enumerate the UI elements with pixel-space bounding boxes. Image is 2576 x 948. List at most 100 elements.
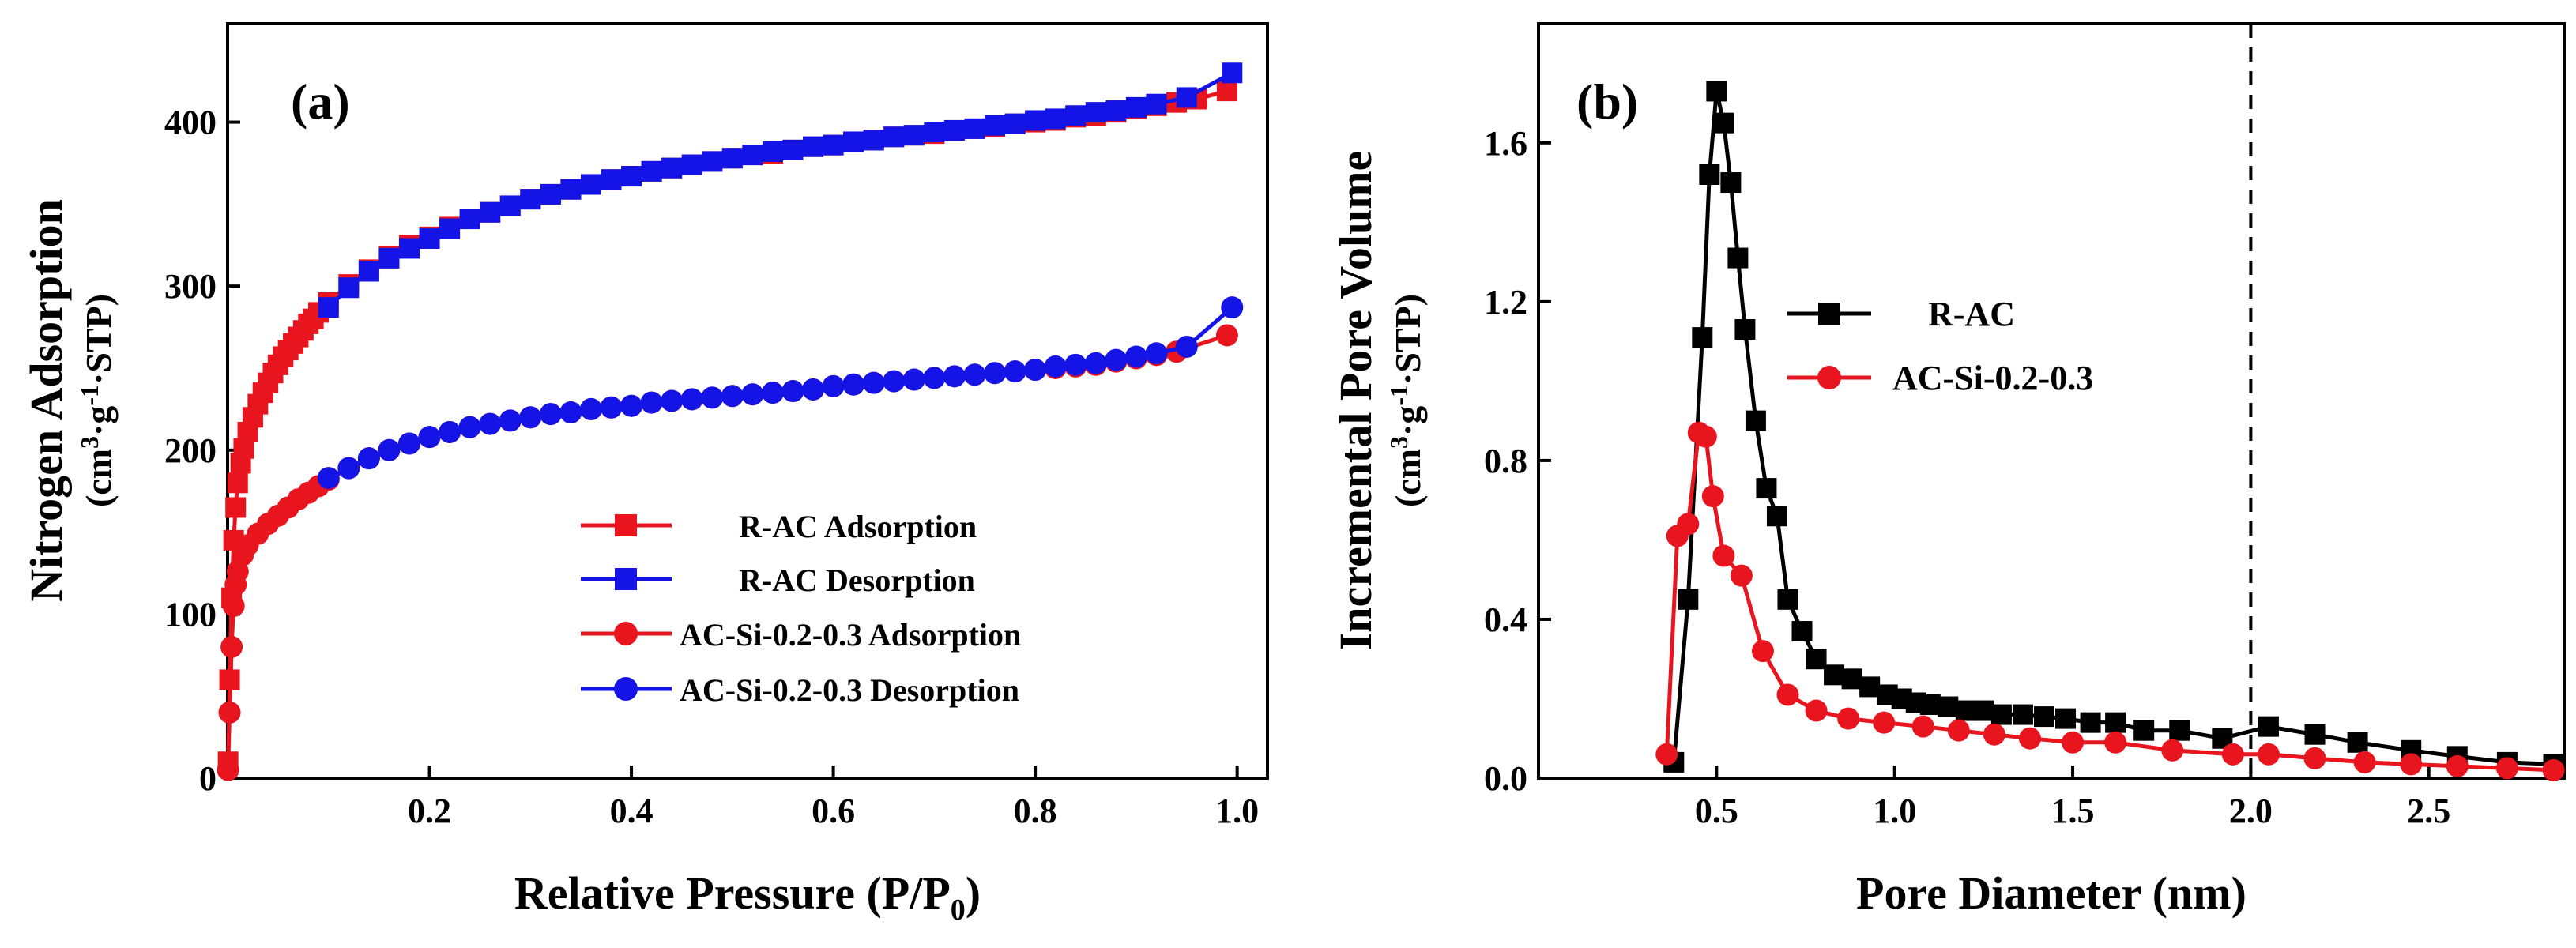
panel-b-x-axis-title: Pore Diameter (nm) <box>1856 867 2246 919</box>
data-point-ac-si-0-2-0-3-desorption <box>418 426 441 449</box>
data-point-r-ac <box>2012 704 2033 725</box>
panel-a-plot-frame <box>226 22 1269 780</box>
data-point-ac-si-0-2-0-3-adsorption <box>218 701 241 724</box>
panel-a-y-tick-label: 100 <box>164 595 217 634</box>
data-point-ac-si-0-2-0-3 <box>1751 640 1774 663</box>
data-point-ac-si-0-2-0-3 <box>1655 743 1678 766</box>
data-point-r-ac-desorption <box>843 131 864 152</box>
data-point-ac-si-0-2-0-3-desorption <box>640 391 663 414</box>
data-point-r-ac <box>2133 720 2155 741</box>
data-point-ac-si-0-2-0-3 <box>1873 711 1896 734</box>
data-point-r-ac-desorption <box>1045 108 1066 130</box>
panel-b-y-tick-label: 1.6 <box>1484 124 1527 163</box>
data-point-ac-si-0-2-0-3-desorption <box>337 457 360 480</box>
data-point-ac-si-0-2-0-3 <box>2161 739 2184 762</box>
data-point-r-ac <box>1791 621 1813 642</box>
data-point-ac-si-0-2-0-3 <box>1677 513 1700 536</box>
data-point-r-ac <box>1973 700 1994 721</box>
data-point-ac-si-0-2-0-3-desorption <box>479 412 502 435</box>
data-point-ac-si-0-2-0-3-desorption <box>963 363 986 386</box>
panel-a-label: (a) <box>291 73 350 130</box>
data-point-ac-si-0-2-0-3 <box>2542 758 2565 781</box>
data-point-ac-si-0-2-0-3-desorption <box>721 385 744 408</box>
data-point-ac-si-0-2-0-3-desorption <box>439 420 461 443</box>
data-point-ac-si-0-2-0-3-desorption <box>1221 296 1244 319</box>
data-point-ac-si-0-2-0-3-desorption <box>499 409 522 432</box>
data-point-r-ac-desorption <box>398 238 420 259</box>
data-point-ac-si-0-2-0-3 <box>1805 699 1828 722</box>
data-point-r-ac-desorption <box>681 154 702 175</box>
data-point-r-ac-desorption <box>721 148 743 169</box>
series-r-ac <box>1663 81 2564 775</box>
data-point-r-ac <box>1824 664 1845 686</box>
data-point-r-ac <box>2033 706 2054 728</box>
panel-b-series <box>1655 81 2565 781</box>
legend-entry-r-ac-adsorption: R-AC Adsorption <box>581 509 977 544</box>
panel-b-pore-size-chart: 0.5 1.0 1.5 2.0 2.5 0.0 0.4 0.8 1.2 1.6 (b) R-AC… <box>1330 22 2566 919</box>
panel-a-y-tick-label: 400 <box>164 103 217 142</box>
data-point-ac-si-0-2-0-3 <box>1701 485 1724 508</box>
data-point-r-ac-desorption <box>803 136 824 157</box>
data-point-r-ac <box>1734 319 1756 340</box>
panel-b-x-ticks: 0.5 1.0 1.5 2.0 2.5 <box>1695 766 2450 830</box>
data-point-r-ac-desorption <box>823 134 844 156</box>
data-point-r-ac-desorption <box>1105 100 1127 122</box>
data-point-ac-si-0-2-0-3-adsorption <box>217 758 239 781</box>
series-line-r-ac-adsorption <box>226 88 1228 762</box>
data-point-ac-si-0-2-0-3-desorption <box>539 403 562 426</box>
data-point-ac-si-0-2-0-3 <box>1911 715 1934 738</box>
panel-a-y-tick-label: 0 <box>199 759 217 798</box>
legend-marker-ac-si <box>1817 366 1841 389</box>
data-point-r-ac <box>1777 589 1798 610</box>
data-point-r-ac <box>1699 164 1720 185</box>
data-point-r-ac-desorption <box>520 189 541 210</box>
series-line-ac-si-0-2-0-3 <box>1664 431 2554 773</box>
legend-entry-ac-si-adsorption: AC-Si-0.2-0.3 Adsorption <box>581 617 1021 653</box>
data-point-ac-si-0-2-0-3-desorption <box>1124 345 1147 368</box>
data-point-r-ac <box>1955 700 1976 721</box>
data-point-r-ac-desorption <box>580 174 601 195</box>
panel-b-y-axis-unit: (cm3·g-1·STP) <box>1384 294 1428 507</box>
data-point-ac-si-0-2-0-3 <box>1694 425 1717 448</box>
legend-marker-r-ac-desorption <box>615 568 637 590</box>
series-r-ac-desorption <box>318 62 1243 318</box>
data-point-r-ac <box>2055 708 2077 729</box>
data-point-ac-si-0-2-0-3-desorption <box>1145 342 1168 365</box>
data-point-ac-si-0-2-0-3-desorption <box>802 378 825 401</box>
panel-b-plot-frame <box>1537 22 2566 780</box>
data-point-ac-si-0-2-0-3-desorption <box>781 380 804 403</box>
data-point-ac-si-0-2-0-3-desorption <box>661 389 684 412</box>
legend-entry-ac-si: AC-Si-0.2-0.3 <box>1787 359 2093 397</box>
legend-marker-r-ac <box>1818 303 1840 325</box>
data-point-r-ac-desorption <box>459 209 480 230</box>
panel-a-x-ticks: 0.2 0.4 0.6 0.8 1.0 <box>408 766 1259 830</box>
data-point-r-ac-desorption <box>924 122 945 143</box>
data-point-r-ac-desorption <box>782 139 804 160</box>
data-point-r-ac <box>1727 247 1749 269</box>
data-point-r-ac <box>1766 506 1787 527</box>
data-point-ac-si-0-2-0-3-desorption <box>357 447 380 470</box>
data-point-ac-si-0-2-0-3 <box>2400 753 2423 776</box>
data-point-ac-si-0-2-0-3-desorption <box>943 365 966 388</box>
data-point-ac-si-0-2-0-3-desorption <box>620 394 643 417</box>
data-point-r-ac-desorption <box>338 277 360 299</box>
data-point-r-ac-desorption <box>762 141 783 162</box>
data-point-r-ac-desorption <box>641 160 662 182</box>
data-point-ac-si-0-2-0-3-desorption <box>1175 335 1198 358</box>
panel-a-x-tick-label: 0.8 <box>1014 792 1057 830</box>
data-point-r-ac <box>1678 589 1699 610</box>
data-point-r-ac <box>1841 668 1862 690</box>
legend-marker-ac-si-desorption <box>614 677 638 701</box>
data-point-r-ac <box>1713 112 1734 134</box>
data-point-ac-si-0-2-0-3-desorption <box>923 367 946 389</box>
data-point-ac-si-0-2-0-3-desorption <box>761 382 784 404</box>
data-point-ac-si-0-2-0-3-desorption <box>1004 360 1026 383</box>
data-point-r-ac-desorption <box>943 119 965 141</box>
legend-label-ac-si: AC-Si-0.2-0.3 <box>1892 359 2093 397</box>
data-point-ac-si-0-2-0-3-desorption <box>902 368 925 391</box>
panel-a-y-axis-title: Nitrogen Adsorption <box>21 199 72 602</box>
data-point-ac-si-0-2-0-3-desorption <box>883 370 906 393</box>
data-point-r-ac-desorption <box>480 201 501 223</box>
data-point-r-ac <box>1938 696 1959 717</box>
data-point-ac-si-0-2-0-3-desorption <box>741 383 764 406</box>
